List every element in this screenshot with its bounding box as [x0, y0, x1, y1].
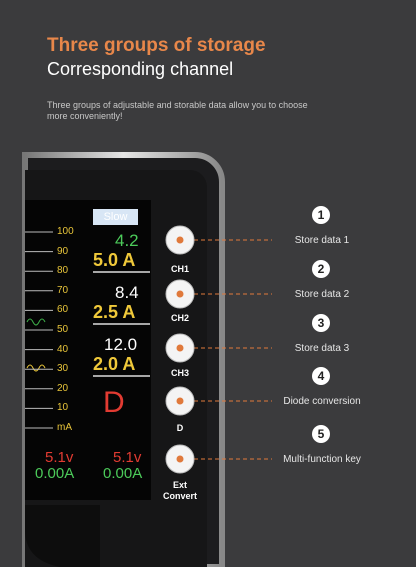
- channel-voltage: 4.2: [115, 231, 139, 250]
- scale-label: 70: [57, 284, 69, 296]
- callout-label: Multi-function key: [283, 454, 361, 465]
- callout-number: 3: [317, 316, 325, 330]
- scale-label: 40: [57, 343, 69, 355]
- callout-number: 2: [317, 262, 325, 276]
- channel-current: 5.0 A: [93, 250, 136, 270]
- callout-number-badge: [312, 260, 330, 278]
- button-dot: [176, 455, 184, 463]
- button-dot: [176, 397, 184, 405]
- callout-number-badge: [312, 314, 330, 332]
- callout-number: 4: [317, 369, 325, 383]
- subtitle: Corresponding channel: [47, 59, 234, 79]
- button-label: D: [176, 423, 184, 433]
- callout-number-badge: [312, 425, 330, 443]
- description: Three groups of adjustable and storable …: [47, 100, 308, 121]
- button-dot: [176, 344, 184, 352]
- button-dot: [176, 290, 184, 298]
- device-corner: [25, 505, 100, 567]
- wave-icon: [26, 318, 46, 326]
- scale-label: 30: [57, 363, 69, 375]
- readout-voltage: 5.1v: [45, 449, 74, 466]
- scale-label: 20: [57, 382, 69, 394]
- button-dot: [176, 236, 184, 244]
- channel-voltage: 12.0: [104, 335, 138, 354]
- callout-label: Store data 3: [294, 343, 350, 354]
- channel-current: 2.5 A: [93, 302, 136, 322]
- scale-label: 50: [57, 324, 69, 335]
- wave-icon: [26, 364, 46, 372]
- callout-number: 5: [317, 427, 325, 441]
- callout-label: Store data 1: [294, 235, 350, 246]
- mode-indicator: Slow: [93, 209, 138, 225]
- callout-label: Diode conversion: [283, 396, 361, 407]
- channel-voltage: 8.4: [115, 283, 139, 302]
- scale-label: 90: [57, 245, 69, 257]
- scale-label: 10: [57, 402, 69, 414]
- button-label: CH1: [170, 264, 189, 274]
- diode-indicator: D: [103, 386, 125, 419]
- readout-voltage: 5.1v: [113, 449, 142, 466]
- callout-number: 1: [317, 208, 325, 222]
- button-label: Ext Convert: [162, 480, 197, 501]
- scale-label: 100: [57, 226, 74, 237]
- button-label: CH3: [170, 368, 189, 378]
- scale-label: mA: [57, 422, 72, 433]
- callout-label: Store data 2: [294, 289, 350, 300]
- button-label: CH2: [170, 313, 189, 323]
- scale-label: 80: [57, 265, 69, 277]
- callout-number-badge: [312, 367, 330, 385]
- channel-current: 2.0 A: [93, 354, 136, 374]
- readout-current: 0.00A: [103, 465, 143, 482]
- scale-label: 60: [57, 304, 69, 316]
- callout-number-badge: [312, 206, 330, 224]
- title: Three groups of storage: [47, 35, 266, 56]
- readout-current: 0.00A: [35, 465, 75, 482]
